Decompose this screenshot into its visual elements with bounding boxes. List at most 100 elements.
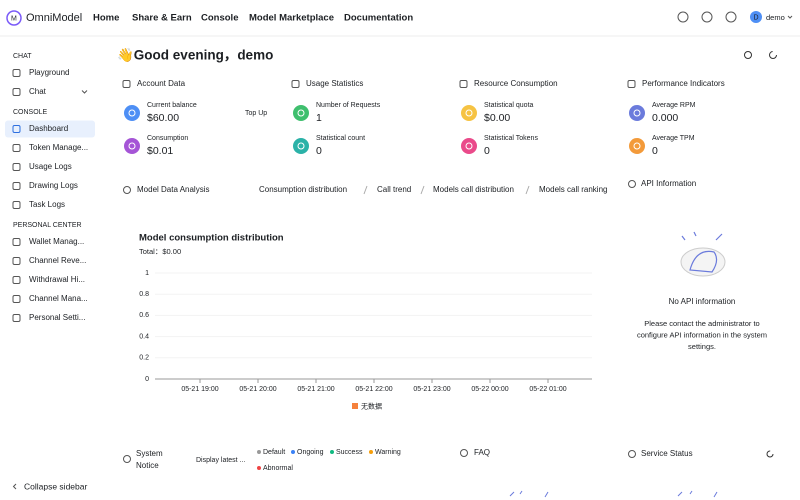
- sidebar-section-title: CHAT: [13, 53, 32, 60]
- card-header-icon: [627, 80, 636, 88]
- card-header-icon: [459, 80, 468, 88]
- card-title: Usage Statistics: [306, 79, 363, 88]
- x-tick-label: 05-21 19:00: [181, 386, 218, 393]
- sidebar-item[interactable]: Withdrawal Hi...: [29, 275, 85, 284]
- greeting: 👋Good evening，demo: [117, 48, 273, 64]
- collapse-icon: [12, 483, 17, 490]
- stat-label: Current balance: [147, 102, 197, 109]
- notice-legend-dot: [369, 450, 373, 454]
- card-title: Resource Consumption: [474, 79, 558, 88]
- sidebar-item[interactable]: Token Manage...: [29, 143, 88, 152]
- sidebar-section-title: PERSONAL CENTER: [13, 222, 82, 229]
- stat-label: Average TPM: [652, 135, 695, 142]
- sidebar-icon: [12, 295, 21, 303]
- sidebar-icon: [12, 257, 21, 265]
- avatar[interactable]: [750, 11, 762, 23]
- chart-tab[interactable]: Call trend: [377, 185, 411, 194]
- service-title: Service Status: [641, 449, 693, 458]
- nav-link[interactable]: Model Marketplace: [249, 13, 334, 24]
- nav-link[interactable]: Console: [201, 13, 238, 24]
- stat-value: 0: [652, 145, 658, 157]
- chart-tab[interactable]: Models call distribution: [433, 185, 514, 194]
- nav-link[interactable]: Share & Earn: [132, 13, 192, 24]
- sidebar-item[interactable]: Usage Logs: [29, 162, 72, 171]
- stat-icon-glyph: [633, 142, 641, 150]
- x-tick-label: 05-21 21:00: [297, 386, 334, 393]
- chart-total: Total：$0.00: [139, 247, 181, 256]
- logo: [6, 10, 22, 26]
- sidebar-selected: [5, 120, 95, 138]
- sidebar-item[interactable]: Wallet Manag...: [29, 237, 84, 246]
- notice-legend-dot: [257, 450, 261, 454]
- card-header-icon: [122, 80, 131, 88]
- stat-icon: [629, 138, 645, 154]
- sidebar-icon: [12, 163, 21, 171]
- stat-icon: [461, 138, 477, 154]
- notice-icon: [123, 455, 131, 463]
- sidebar-item[interactable]: Personal Setti...: [29, 313, 85, 322]
- header-icon-button[interactable]: [725, 11, 737, 23]
- stat-value: 0: [316, 145, 322, 157]
- nav-link[interactable]: Home: [93, 13, 119, 24]
- sidebar-item[interactable]: Chat: [29, 87, 47, 96]
- y-tick-label: 1: [145, 270, 149, 277]
- stat-value: 0: [484, 145, 490, 157]
- service-refresh[interactable]: [766, 450, 774, 458]
- sidebar-icon: [12, 88, 21, 96]
- sidebar-item[interactable]: Task Logs: [29, 200, 65, 209]
- top-up[interactable]: Top Up: [245, 110, 267, 117]
- faq-illustration: [509, 490, 549, 498]
- y-tick-label: 0: [145, 376, 149, 383]
- sidebar-item[interactable]: Channel Mana...: [29, 294, 88, 303]
- header-icon-button[interactable]: [677, 11, 689, 23]
- sidebar-item[interactable]: Dashboard: [29, 124, 68, 133]
- tab-separator: [420, 185, 425, 195]
- api-empty: No API information: [669, 297, 736, 306]
- stat-icon: [293, 138, 309, 154]
- y-tick-label: 0.4: [139, 333, 149, 340]
- api-message: configure API information in the system: [637, 330, 767, 339]
- logo-mark: M: [11, 15, 17, 22]
- faq-icon: [460, 449, 468, 457]
- faq-title: FAQ: [474, 448, 490, 457]
- nav-link[interactable]: Documentation: [344, 13, 413, 24]
- notice-legend-dot: [257, 466, 261, 470]
- stat-label: Statistical quota: [484, 102, 534, 109]
- header-icon-button[interactable]: [701, 11, 713, 23]
- stat-icon-glyph: [297, 142, 305, 150]
- sidebar-icon: [12, 144, 21, 152]
- api-illustration-figure: [681, 231, 723, 273]
- analysis-title: Model Data Analysis: [137, 185, 209, 194]
- stat-icon-glyph: [465, 109, 473, 117]
- sidebar-section-title: CONSOLE: [13, 109, 48, 116]
- stat-icon-glyph: [128, 142, 136, 150]
- legend-swatch: [352, 403, 358, 409]
- card-title: Account Data: [137, 79, 186, 88]
- notice-legend-dot: [330, 450, 334, 454]
- sidebar-icon: [12, 125, 21, 133]
- stat-value: $60.00: [147, 112, 179, 124]
- chart-tab[interactable]: Models call ranking: [539, 185, 607, 194]
- sidebar-item[interactable]: Playground: [29, 68, 69, 77]
- stat-icon: [629, 105, 645, 121]
- sidebar-item[interactable]: Channel Reve...: [29, 256, 86, 265]
- stat-label: Number of Requests: [316, 102, 381, 109]
- sidebar-item[interactable]: Drawing Logs: [29, 181, 78, 190]
- tab-separator: [525, 185, 530, 195]
- refresh-button[interactable]: [769, 51, 777, 59]
- stat-icon-glyph: [633, 109, 641, 117]
- y-tick-label: 0.6: [139, 312, 149, 319]
- x-tick-label: 05-21 20:00: [239, 386, 276, 393]
- search-button[interactable]: [744, 51, 752, 59]
- notice-filter[interactable]: Display latest ...: [196, 457, 245, 464]
- user-name[interactable]: demo: [766, 13, 785, 22]
- stat-label: Statistical count: [316, 135, 365, 142]
- notice-legend: Warning: [375, 449, 401, 456]
- chart-tab[interactable]: Consumption distribution: [259, 185, 347, 194]
- notice-legend: Ongoing: [297, 449, 324, 456]
- sidebar-icon: [12, 182, 21, 190]
- collapse-sidebar[interactable]: Collapse sidebar: [24, 481, 87, 491]
- tab-separator: [363, 185, 368, 195]
- y-tick-label: 0.8: [139, 291, 149, 298]
